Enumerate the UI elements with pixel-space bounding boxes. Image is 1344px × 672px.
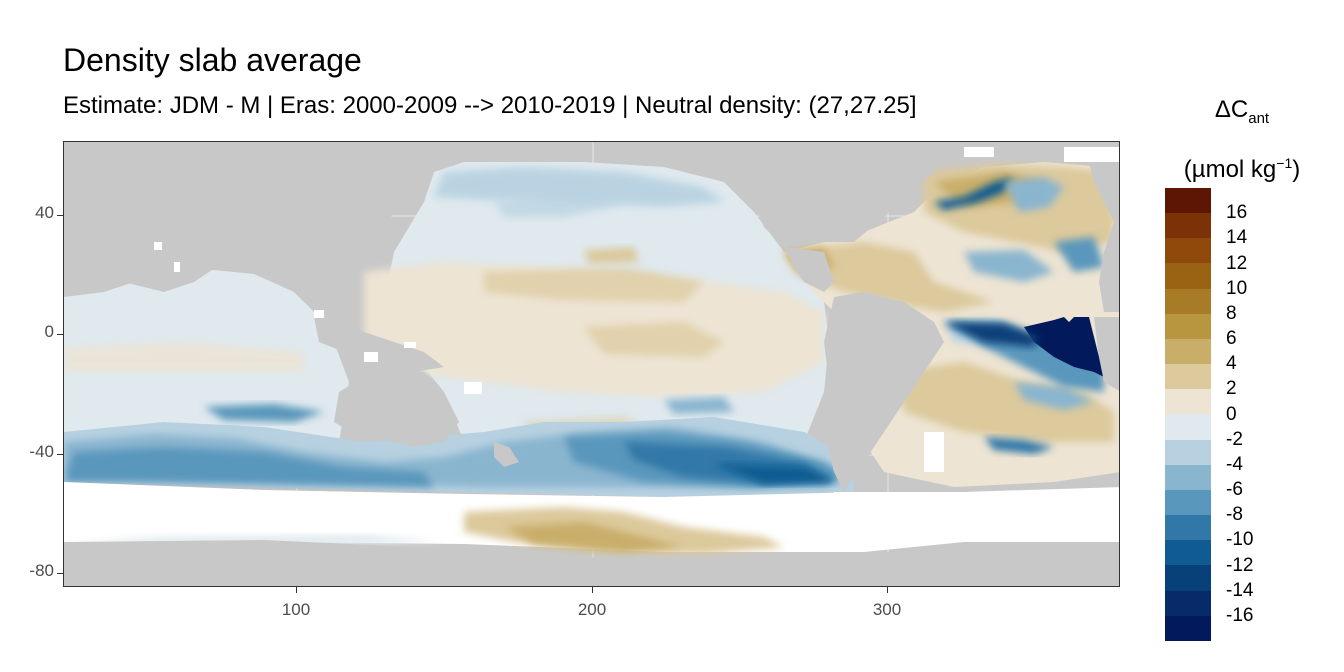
legend-symbol: ΔC xyxy=(1214,96,1249,123)
legend-tick-label: -14 xyxy=(1226,579,1254,601)
legend-swatch xyxy=(1165,338,1211,365)
legend-tick-label: -4 xyxy=(1226,453,1243,475)
antarctica xyxy=(64,540,1119,586)
north-america xyxy=(704,142,944,247)
legend-tick-label: -8 xyxy=(1226,504,1243,526)
legend-title: ΔCant (µmol kg−1) xyxy=(1162,88,1322,192)
legend-unit-exponent: −1 xyxy=(1276,154,1293,171)
legend-tick-label: -16 xyxy=(1226,604,1254,626)
plot-subtitle: Estimate: JDM - M | Eras: 2000-2009 --> … xyxy=(63,92,917,119)
legend-swatch xyxy=(1165,364,1211,390)
legend-tick-label: -6 xyxy=(1226,479,1243,500)
legend-tick-label: 12 xyxy=(1226,252,1248,274)
legend-unit-close: ) xyxy=(1292,155,1301,183)
y-tick-mark xyxy=(57,454,63,455)
greenland xyxy=(894,142,944,172)
y-tick-mark xyxy=(57,334,63,335)
asia xyxy=(64,142,404,312)
legend-unit: (µmol kg−1) xyxy=(1162,141,1322,192)
legend-swatch xyxy=(1165,389,1211,415)
legend-swatch xyxy=(1165,615,1211,641)
legend-swatch xyxy=(1165,263,1211,289)
y-tick-label: -40 xyxy=(29,442,54,461)
pacific-ocean-field xyxy=(364,162,829,472)
x-tick-label: 200 xyxy=(577,600,607,619)
y-tick-label: 0 xyxy=(44,322,54,341)
land-masses xyxy=(64,142,1119,586)
y-tick-mark xyxy=(57,215,63,216)
map-panel xyxy=(63,141,1120,587)
legend-subscript: ant xyxy=(1248,109,1270,127)
plot-title: Density slab average xyxy=(63,42,362,78)
x-tick-label: 100 xyxy=(281,600,311,619)
legend-tick-label: -12 xyxy=(1226,554,1254,576)
x-tick-mark xyxy=(296,587,297,593)
ocean-map xyxy=(64,142,1119,586)
new-zealand xyxy=(494,442,519,467)
indonesia xyxy=(314,317,444,372)
legend-swatch xyxy=(1165,213,1211,239)
legend-swatch xyxy=(1165,565,1211,591)
legend-tick-label: 4 xyxy=(1226,353,1237,375)
legend-tick-label: 10 xyxy=(1226,277,1248,299)
legend-swatch xyxy=(1165,188,1211,214)
central-america xyxy=(784,247,834,292)
africa xyxy=(1094,317,1119,391)
legend-swatch xyxy=(1165,238,1211,264)
legend-swatch xyxy=(1165,590,1211,616)
y-tick-label: 40 xyxy=(35,203,54,222)
legend-tick-label: 6 xyxy=(1226,328,1237,349)
no-data-specks xyxy=(154,147,1119,522)
x-tick-mark xyxy=(592,587,593,593)
southern-ocean-field xyxy=(64,397,854,497)
south-america xyxy=(824,292,944,492)
x-tick-mark xyxy=(887,587,888,593)
legend-swatch xyxy=(1165,288,1211,314)
legend-swatch xyxy=(1165,439,1211,465)
legend-variable: ΔCant xyxy=(1162,88,1322,141)
legend-tick-label: -10 xyxy=(1226,529,1254,551)
legend-tick-label: 0 xyxy=(1226,403,1237,425)
x-tick-label: 300 xyxy=(872,600,902,619)
y-tick-mark xyxy=(57,573,63,574)
legend-tick-label: 16 xyxy=(1226,202,1248,224)
legend-swatch xyxy=(1165,489,1211,516)
legend-swatch xyxy=(1165,515,1211,541)
legend-tick-label: 2 xyxy=(1226,378,1237,400)
legend-swatch xyxy=(1165,313,1211,339)
legend-swatch xyxy=(1165,540,1211,566)
legend-unit-text: (µmol kg xyxy=(1183,155,1277,183)
australia xyxy=(334,367,459,447)
y-tick-label: -80 xyxy=(29,561,54,580)
legend-tick-label: 14 xyxy=(1226,227,1248,249)
legend-tick-label: 8 xyxy=(1226,302,1237,324)
legend-colorbar xyxy=(1165,188,1211,641)
legend-swatch xyxy=(1165,464,1211,490)
africa-europe xyxy=(1084,142,1119,312)
legend-tick-label: -2 xyxy=(1226,428,1243,450)
legend-swatch xyxy=(1165,414,1211,440)
